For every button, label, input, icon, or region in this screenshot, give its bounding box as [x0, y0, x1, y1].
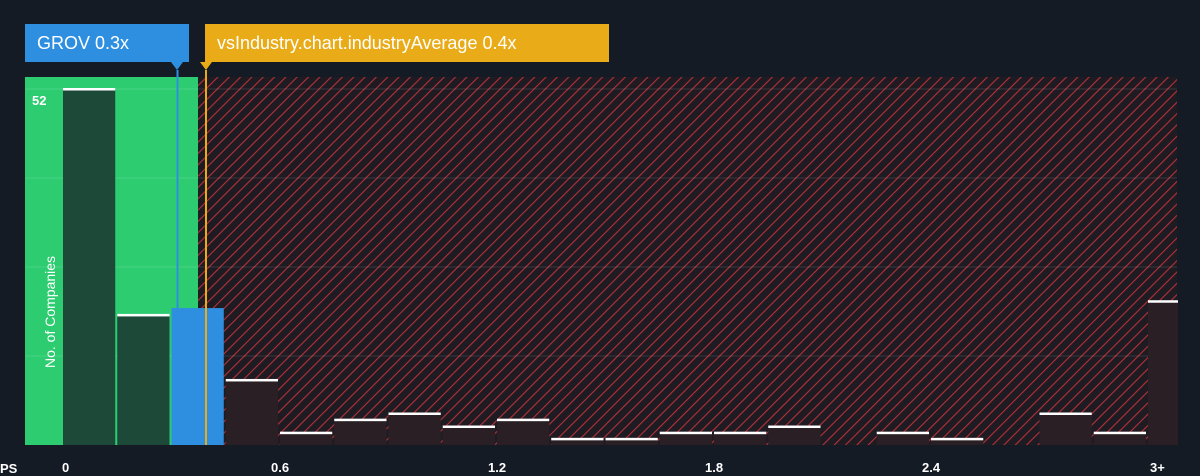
company-value-tag: GROV 0.3x: [25, 24, 189, 62]
bar-cap: [768, 425, 821, 429]
bar-cap: [605, 437, 658, 441]
histogram-bar: [714, 432, 767, 445]
y-max-label: 52: [32, 93, 47, 108]
overvalued-zone-hatch: [198, 77, 1177, 445]
histogram-bar: [63, 89, 116, 445]
bar-cap: [931, 437, 984, 441]
x-tick-label: 1.2: [488, 460, 506, 475]
histogram-bar: [931, 438, 984, 445]
bar-cap: [497, 418, 550, 422]
company-tag-pointer: [171, 62, 183, 70]
bar-cap: [1039, 412, 1092, 416]
x-axis-ticks: 0 0.6 1.2 1.8 2.4 3+: [62, 460, 1165, 475]
histogram-bar: [768, 426, 821, 445]
histogram-bar: [1093, 432, 1146, 445]
histogram-bar: [388, 413, 441, 445]
bar-cap: [442, 425, 495, 429]
x-tick-label: 3+: [1150, 460, 1165, 475]
histogram-bar: [659, 432, 712, 445]
x-axis-prefix: PS: [0, 461, 18, 476]
x-tick-label: 0: [62, 460, 69, 475]
histogram-bar: [280, 432, 333, 445]
industry-tag-pointer: [200, 62, 212, 70]
y-axis-label: No. of Companies: [42, 255, 58, 368]
histogram-bar: [497, 419, 550, 445]
histogram-bar: [1039, 413, 1092, 445]
histogram-bar: [1148, 301, 1178, 445]
bar-cap: [1093, 431, 1146, 435]
histogram-bar: [551, 438, 604, 445]
bar-cap: [117, 313, 170, 317]
histogram-bar: [117, 314, 170, 445]
x-tick-label: 2.4: [922, 460, 941, 475]
bar-cap: [225, 378, 278, 382]
histogram-bars: [63, 88, 1178, 445]
bar-cap: [551, 437, 604, 441]
bar-cap: [334, 418, 387, 422]
histogram-bar: [876, 432, 929, 445]
histogram-bar: [605, 438, 658, 445]
x-tick-label: 1.8: [705, 460, 723, 475]
x-tick-label: 0.6: [271, 460, 289, 475]
bar-cap: [714, 431, 767, 435]
histogram-bar: [171, 308, 224, 445]
histogram-bar: [334, 419, 387, 445]
histogram-bar: [225, 379, 278, 445]
bar-cap: [1148, 300, 1178, 303]
industry-average-tag: vsIndustry.chart.industryAverage 0.4x: [205, 24, 609, 62]
bar-cap: [388, 412, 441, 416]
bar-cap: [876, 431, 929, 435]
bar-cap: [63, 88, 116, 91]
bar-cap: [659, 431, 712, 435]
histogram-bar: [442, 426, 495, 445]
bar-cap: [280, 431, 333, 435]
